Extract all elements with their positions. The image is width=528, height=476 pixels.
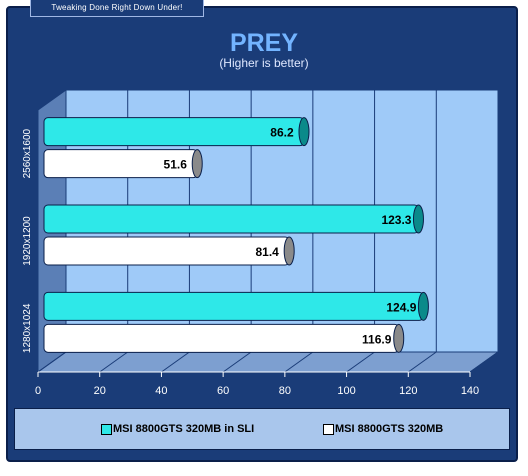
legend-swatch-series2 xyxy=(323,423,334,435)
bar xyxy=(43,323,400,353)
bar-cap xyxy=(412,204,424,234)
legend-label-series2: MSI 8800GTS 320MB xyxy=(335,423,444,435)
bar-cap xyxy=(298,117,310,147)
site-tagline: Tweaking Done Right Down Under! xyxy=(30,0,204,17)
category-label: 2560x1600 xyxy=(22,128,33,178)
floor-gridline xyxy=(407,351,437,373)
bar xyxy=(43,291,424,321)
bar-cap xyxy=(283,236,295,266)
data-label: 124.9 xyxy=(386,300,416,314)
floor-gridline xyxy=(469,351,499,373)
data-label: 116.9 xyxy=(362,332,392,346)
bar xyxy=(43,117,305,147)
legend-label-series1: MSI 8800GTS 320MB in SLI xyxy=(113,423,255,435)
floor-gridline xyxy=(222,351,252,373)
bar-cap xyxy=(393,323,405,353)
x-tick-label: 100 xyxy=(337,385,355,397)
x-tick-label: 60 xyxy=(217,385,229,397)
data-label: 51.6 xyxy=(164,158,188,172)
legend: MSI 8800GTS 320MB in SLI MSI 8800GTS 320… xyxy=(14,408,510,450)
category-label: 1920x1200 xyxy=(22,216,33,266)
x-tick-label: 0 xyxy=(35,385,41,397)
category-label: 1280x1024 xyxy=(22,303,33,353)
legend-item-series2: MSI 8800GTS 320MB xyxy=(323,423,443,435)
legend-item-series1: MSI 8800GTS 320MB in SLI xyxy=(101,423,254,435)
legend-swatch-series1 xyxy=(101,423,112,435)
chart-subtitle: (Higher is better) xyxy=(219,56,309,70)
plot-floor xyxy=(36,351,500,373)
bar xyxy=(43,204,419,234)
x-tick-label: 40 xyxy=(155,385,167,397)
x-tick-label: 140 xyxy=(461,385,479,397)
floor-gridline xyxy=(346,351,375,373)
data-label: 123.3 xyxy=(381,213,411,227)
floor-gridline xyxy=(161,351,190,373)
bar-cap xyxy=(417,291,429,321)
x-tick-label: 80 xyxy=(279,385,291,397)
data-label: 86.2 xyxy=(270,126,294,140)
x-tick-label: 120 xyxy=(399,385,417,397)
data-label: 81.4 xyxy=(255,245,279,259)
floor-gridline xyxy=(99,351,129,373)
x-tick-label: 20 xyxy=(94,385,106,397)
floor-gridline xyxy=(37,351,67,373)
bar xyxy=(43,236,290,266)
floor-gridline xyxy=(284,351,314,373)
chart-title: PREY xyxy=(229,29,299,57)
bar-cap xyxy=(191,149,203,179)
